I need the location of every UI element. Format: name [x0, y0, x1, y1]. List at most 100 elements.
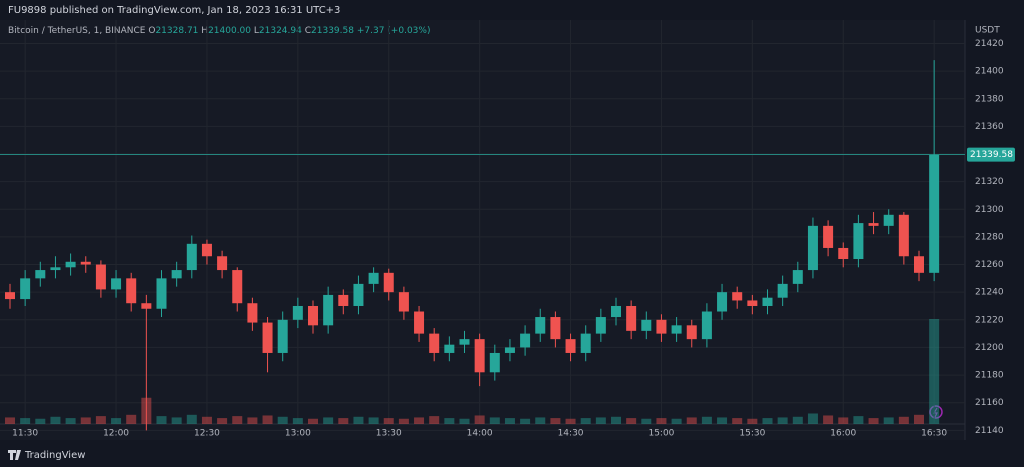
event-icon-bolt [932, 407, 938, 418]
volume-bar [535, 417, 546, 424]
y-tick-label: 21180 [975, 371, 1004, 381]
volume-bar [474, 415, 485, 424]
candle-body [792, 270, 803, 284]
candle-body [20, 278, 31, 300]
x-tick-label: 13:30 [376, 429, 402, 439]
volume-bar [868, 418, 879, 424]
y-tick-label: 21160 [975, 398, 1004, 408]
brand-logo [8, 450, 21, 460]
x-tick-label: 11:30 [12, 429, 38, 439]
volume-bar [292, 418, 303, 424]
volume-bar [671, 418, 682, 424]
candle-body [277, 319, 288, 353]
candle-body [611, 305, 621, 318]
candle-body [535, 317, 546, 334]
volume-bar [383, 418, 394, 424]
currency: USDT [975, 26, 1000, 36]
volume-bar [611, 416, 621, 424]
volume-bar [838, 417, 849, 424]
y-tick-label: 21140 [975, 426, 1004, 436]
volume-bar [232, 416, 243, 424]
volume-bar [898, 416, 909, 424]
candle-body [717, 292, 728, 312]
event-icon[interactable] [929, 405, 943, 419]
y-tick-label: 21320 [975, 177, 1004, 187]
candle-body [656, 319, 667, 334]
volume-bar [338, 418, 349, 424]
publisher: FU9898 published on TradingView.com, Jan… [8, 5, 340, 16]
volume-bar [95, 416, 106, 424]
candle-body [50, 267, 61, 271]
volume-bar [186, 414, 197, 424]
y-tick-label: 21400 [975, 67, 1004, 77]
candle-body [292, 305, 303, 320]
candle-body [641, 319, 652, 331]
volume-bar [156, 416, 167, 424]
candle-body [580, 333, 591, 353]
legend-value: 21339.58 [311, 26, 354, 36]
y-tick-label: 21420 [975, 39, 1004, 49]
legend: Bitcoin / TetherUS, 1, BINANCE O21328.71… [8, 26, 430, 36]
y-tick-label: 21260 [975, 260, 1004, 270]
candle-body [383, 272, 394, 293]
volume-bar [656, 418, 667, 424]
volume-bar [823, 415, 834, 424]
volume-bar [489, 417, 500, 424]
candle-body [626, 305, 637, 331]
candle-body [232, 270, 243, 304]
candle-body [474, 339, 485, 373]
volume-bar [247, 417, 258, 424]
x-tick-label: 14:00 [467, 429, 493, 439]
volume-bar [914, 414, 924, 424]
volume-bar [701, 416, 712, 424]
x-tick-label: 14:30 [558, 429, 584, 439]
candle-body [701, 311, 712, 340]
volume-bar [111, 418, 122, 424]
y-tick-label: 21200 [975, 343, 1004, 353]
volume-bar [353, 416, 364, 424]
plot-area [0, 20, 965, 440]
candle-body [398, 292, 409, 312]
volume-bar [50, 416, 61, 424]
volume-bar [626, 418, 637, 424]
candle-body [5, 292, 15, 300]
candle-body [595, 317, 606, 334]
candle-body [338, 294, 349, 306]
volume-bar [883, 417, 894, 424]
candle-body [65, 261, 76, 268]
volume-bar [398, 418, 409, 424]
candle-body [898, 214, 909, 257]
volume-bar [504, 418, 515, 424]
legend-key: H [201, 26, 208, 36]
candle-body [171, 270, 182, 279]
candle-body [247, 303, 258, 323]
x-tick-label: 16:00 [830, 429, 856, 439]
volume-bar [686, 417, 697, 424]
volume-bar [20, 418, 31, 424]
candle-body [323, 294, 334, 326]
volume-bar [595, 417, 606, 424]
x-tick-label: 12:00 [103, 429, 129, 439]
volume-bar [459, 418, 470, 424]
legend-value: 21400.00 [208, 26, 251, 36]
legend-key: O [148, 26, 155, 36]
volume-bar [80, 417, 91, 424]
volume-bar [201, 416, 212, 424]
candle-body [914, 256, 924, 273]
candle-body [550, 317, 561, 340]
candle-body [156, 278, 167, 309]
legend-value: 21324.94 [259, 26, 302, 36]
x-tick-label: 15:00 [648, 429, 674, 439]
candle-body [777, 283, 788, 298]
x-tick-label: 12:30 [194, 429, 220, 439]
volume-bar [217, 418, 228, 424]
volume-bar [323, 417, 334, 424]
volume-bar [171, 417, 182, 424]
candle-body [883, 214, 894, 226]
volume-bar [277, 416, 288, 424]
volume-bar [747, 418, 758, 424]
candle-body [186, 243, 197, 271]
y-tick-label: 21380 [975, 94, 1004, 104]
volume-bar [792, 416, 803, 424]
